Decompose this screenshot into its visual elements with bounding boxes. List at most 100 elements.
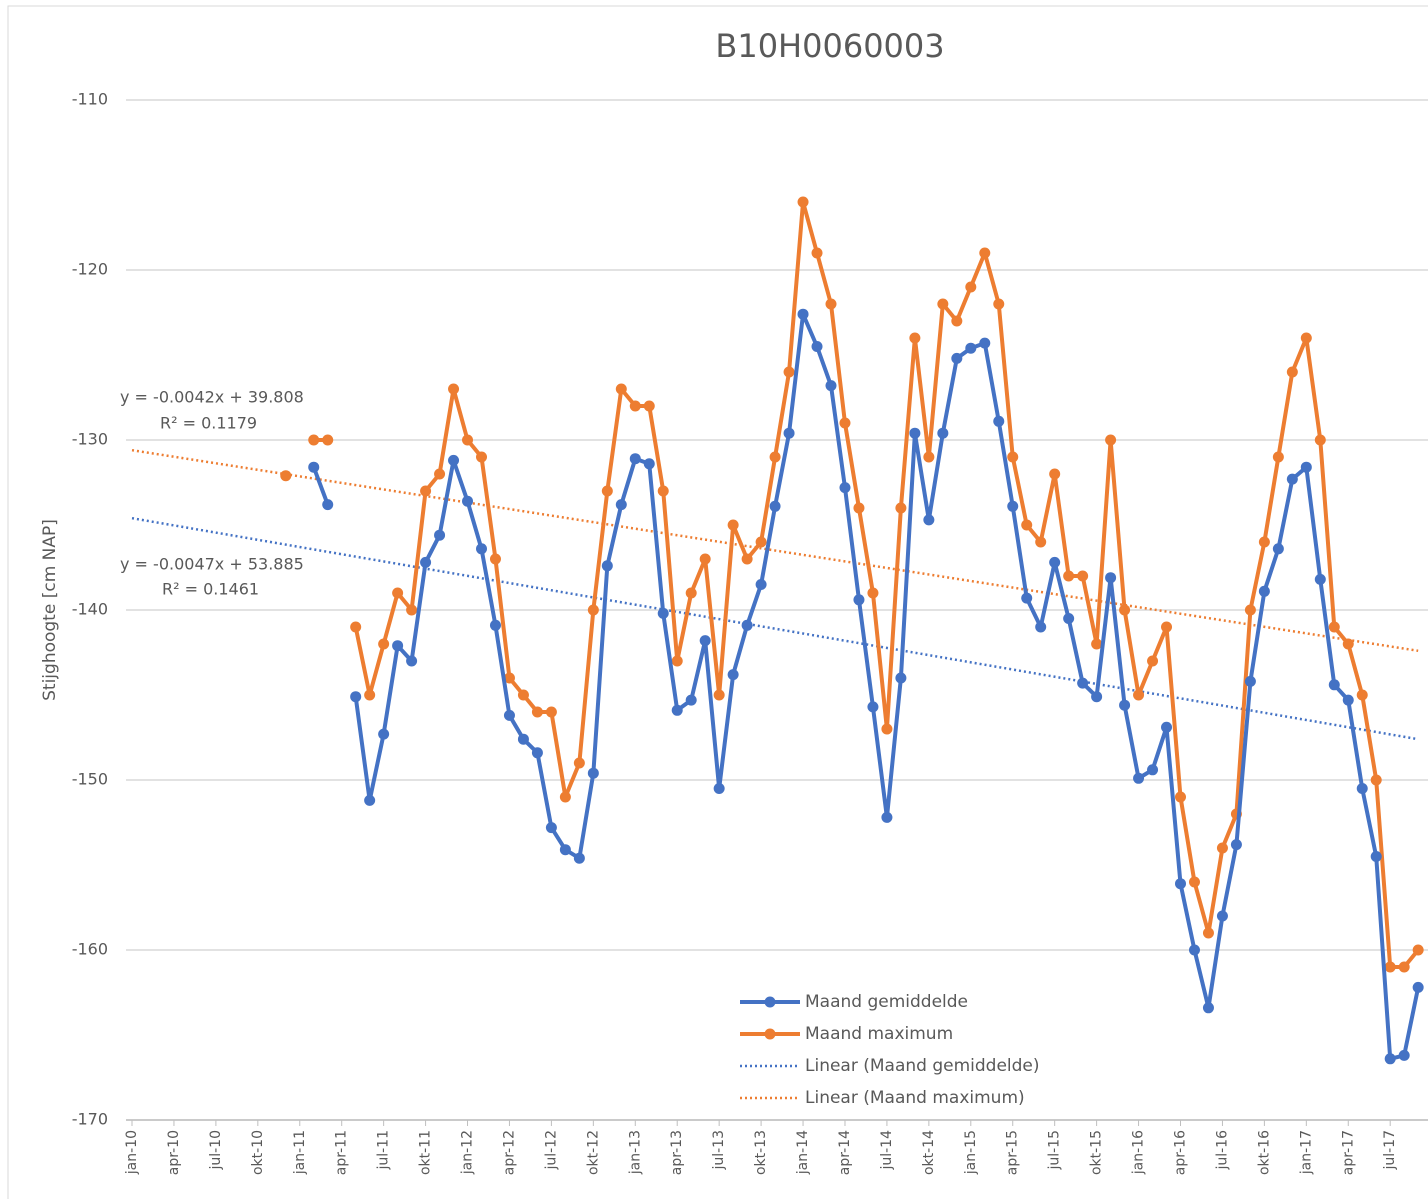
point bbox=[825, 380, 837, 392]
x-tick-label: apr-12 bbox=[501, 1130, 517, 1175]
x-tick-label: apr-15 bbox=[1005, 1130, 1021, 1175]
point bbox=[1105, 434, 1117, 446]
legend-marker bbox=[764, 996, 776, 1008]
point bbox=[406, 655, 418, 667]
point bbox=[839, 417, 851, 429]
point bbox=[1035, 536, 1047, 548]
x-tick-label: apr-10 bbox=[166, 1130, 182, 1175]
point bbox=[1272, 451, 1284, 463]
point bbox=[909, 427, 921, 439]
point bbox=[867, 587, 879, 599]
point bbox=[1384, 961, 1396, 973]
point bbox=[1175, 791, 1186, 803]
point bbox=[406, 604, 418, 616]
point bbox=[1175, 878, 1186, 890]
point bbox=[601, 560, 613, 572]
y-axis-label: Stijghoogte [cm NAP] bbox=[40, 519, 60, 701]
point bbox=[1398, 1049, 1410, 1061]
point bbox=[783, 427, 795, 439]
point bbox=[1412, 944, 1424, 956]
point bbox=[1286, 366, 1298, 378]
legend-label: Linear (Maand maximum) bbox=[805, 1088, 1025, 1108]
point bbox=[1202, 927, 1214, 939]
chart-border bbox=[7, 5, 1428, 1199]
x-tick-label: okt-15 bbox=[1089, 1130, 1105, 1175]
point bbox=[1007, 500, 1019, 512]
point bbox=[993, 298, 1005, 310]
point bbox=[420, 556, 432, 568]
trendline bbox=[131, 448, 1419, 653]
x-tick-label: jan-15 bbox=[963, 1130, 979, 1175]
point bbox=[545, 822, 557, 834]
point bbox=[392, 587, 404, 599]
point bbox=[1384, 1053, 1396, 1065]
x-tick-label: jan-13 bbox=[627, 1130, 643, 1175]
point bbox=[1133, 772, 1145, 784]
point bbox=[559, 844, 571, 856]
point bbox=[476, 451, 487, 463]
x-tick-label: jul-12 bbox=[543, 1130, 559, 1171]
point bbox=[965, 281, 977, 293]
point bbox=[1119, 699, 1131, 711]
point bbox=[671, 704, 683, 716]
point bbox=[531, 747, 543, 759]
point bbox=[476, 543, 487, 555]
trend-equation: y = -0.0042x + 39.808 bbox=[120, 388, 304, 407]
point bbox=[420, 485, 432, 497]
point bbox=[895, 672, 907, 684]
point bbox=[1300, 332, 1312, 344]
point bbox=[1356, 689, 1368, 701]
point bbox=[573, 852, 585, 864]
point bbox=[853, 594, 865, 606]
point bbox=[657, 607, 669, 619]
point bbox=[881, 811, 893, 823]
point bbox=[643, 458, 655, 470]
point bbox=[392, 640, 404, 652]
point bbox=[448, 454, 460, 466]
point bbox=[769, 500, 781, 512]
point bbox=[1188, 944, 1200, 956]
x-tick-label: jul-14 bbox=[879, 1130, 895, 1171]
x-tick-label: jan-11 bbox=[292, 1130, 308, 1175]
point bbox=[741, 553, 753, 565]
point bbox=[531, 706, 543, 718]
x-tick-label: okt-13 bbox=[753, 1130, 769, 1175]
x-tick-label: jan-17 bbox=[1298, 1130, 1314, 1175]
point bbox=[797, 308, 809, 320]
point bbox=[1202, 1002, 1214, 1014]
point bbox=[1091, 638, 1103, 650]
point bbox=[1398, 961, 1410, 973]
point bbox=[1342, 638, 1354, 650]
point bbox=[1161, 721, 1173, 733]
point bbox=[1328, 621, 1340, 633]
point bbox=[1161, 621, 1173, 633]
point bbox=[503, 709, 515, 721]
point bbox=[1216, 910, 1228, 922]
point bbox=[797, 196, 809, 208]
point bbox=[350, 621, 362, 633]
point bbox=[434, 468, 446, 480]
point bbox=[685, 587, 697, 599]
point bbox=[364, 794, 376, 806]
point bbox=[923, 451, 935, 463]
point bbox=[811, 341, 823, 352]
legend-marker bbox=[764, 1028, 776, 1040]
x-tick-label: jul-11 bbox=[376, 1130, 392, 1171]
point bbox=[322, 434, 334, 446]
point bbox=[573, 757, 585, 769]
point bbox=[629, 400, 641, 412]
point bbox=[1063, 613, 1075, 624]
point bbox=[1105, 572, 1117, 584]
point bbox=[643, 400, 655, 412]
point bbox=[364, 689, 376, 701]
point bbox=[615, 383, 627, 395]
x-tick-label: okt-16 bbox=[1256, 1130, 1272, 1175]
point bbox=[489, 619, 501, 631]
point bbox=[867, 701, 879, 713]
point bbox=[517, 689, 529, 701]
point bbox=[839, 482, 851, 494]
y-tick-label: -110 bbox=[72, 90, 108, 109]
point bbox=[713, 689, 725, 701]
point bbox=[783, 366, 795, 378]
